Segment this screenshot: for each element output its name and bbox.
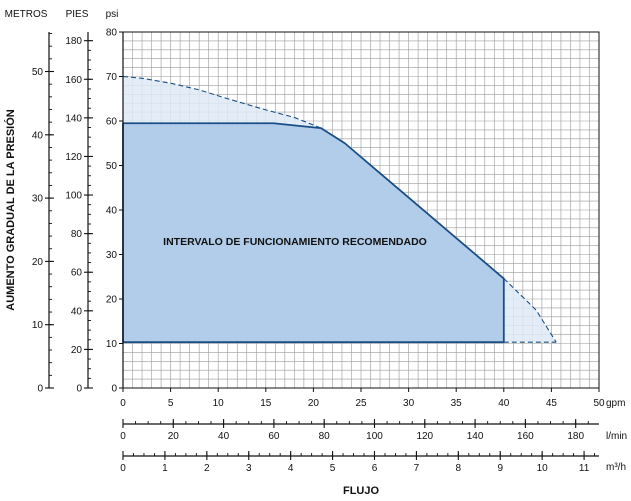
lmin-tick-label: 0	[120, 431, 126, 442]
psi-tick-label: 10	[106, 339, 118, 350]
gpm-tick-label: 0	[120, 398, 126, 409]
m3h-tick-label: 9	[497, 463, 503, 474]
axes: 0102030405060708002040608010012014016018…	[32, 28, 605, 475]
gpm-tick-label: 15	[260, 398, 272, 409]
gpm-unit-label: gpm	[606, 398, 625, 409]
m3h-tick-label: 5	[330, 463, 336, 474]
pies-tick-label: 40	[71, 306, 83, 317]
gpm-tick-label: 35	[451, 398, 463, 409]
recommended-region-area	[122, 122, 505, 344]
psi-tick-label: 20	[106, 295, 118, 306]
gpm-tick-label: 25	[355, 398, 367, 409]
metros-tick-label: 50	[32, 67, 44, 78]
m3h-tick-label: 2	[204, 463, 210, 474]
m3h-tick-label: 3	[246, 463, 252, 474]
lmin-unit-label: l/min	[606, 431, 627, 442]
psi-axis-header: psi	[106, 9, 119, 20]
metros-tick-label: 20	[32, 257, 44, 268]
psi-tick-label: 30	[106, 250, 118, 261]
pies-tick-label: 180	[65, 36, 82, 47]
lmin-tick-label: 100	[366, 431, 383, 442]
lmin-tick-label: 140	[467, 431, 484, 442]
lmin-tick-label: 40	[218, 431, 230, 442]
pies-tick-label: 140	[65, 113, 82, 124]
m3h-tick-label: 10	[537, 463, 549, 474]
metros-tick-label: 0	[37, 384, 43, 395]
m3h-tick-label: 0	[120, 463, 126, 474]
lmin-tick-label: 80	[319, 431, 331, 442]
gpm-tick-label: 30	[403, 398, 415, 409]
m3h-tick-label: 11	[579, 463, 590, 474]
metros-axis-header: METROS	[5, 9, 48, 20]
gpm-tick-label: 40	[498, 398, 510, 409]
psi-tick-label: 60	[106, 117, 118, 128]
m3h-tick-label: 8	[456, 463, 462, 474]
gpm-tick-label: 5	[168, 398, 174, 409]
plot-lines	[122, 75, 557, 343]
psi-tick-label: 0	[111, 384, 117, 395]
m3h-tick-label: 7	[414, 463, 420, 474]
metros-tick-label: 40	[32, 130, 44, 141]
pies-tick-label: 80	[71, 229, 83, 240]
psi-tick-label: 70	[106, 72, 118, 83]
pies-tick-label: 160	[65, 75, 82, 86]
psi-tick-label: 40	[106, 206, 118, 217]
gpm-tick-label: 10	[213, 398, 225, 409]
psi-tick-label: 50	[106, 161, 118, 172]
metros-tick-label: 10	[32, 320, 44, 331]
recommended-region-label: INTERVALO DE FUNCIONAMIENTO RECOMENDADO	[163, 236, 427, 248]
m3h-tick-label: 1	[162, 463, 168, 474]
max-envelope-line-left	[122, 75, 322, 129]
lmin-tick-label: 60	[268, 431, 280, 442]
m3h-tick-label: 6	[372, 463, 378, 474]
pies-tick-label: 20	[71, 345, 83, 356]
pies-axis-header: PIES	[66, 9, 89, 20]
lmin-tick-label: 180	[567, 431, 584, 442]
pies-tick-label: 100	[65, 191, 82, 202]
m3h-unit-label: m³/h	[606, 462, 626, 473]
m3h-tick-label: 4	[288, 463, 294, 474]
gpm-tick-label: 50	[593, 398, 605, 409]
gpm-tick-label: 45	[546, 398, 558, 409]
pies-tick-label: 0	[76, 384, 82, 395]
x-axis-title: FLUJO	[343, 485, 380, 497]
lmin-tick-label: 160	[517, 431, 534, 442]
metros-tick-label: 30	[32, 194, 44, 205]
pies-tick-label: 120	[65, 152, 82, 163]
psi-tick-label: 80	[106, 28, 118, 39]
lmin-tick-label: 20	[168, 431, 180, 442]
gpm-tick-label: 20	[308, 398, 320, 409]
y-axis-title: AUMENTO GRADUAL DE LA PRESIÓN	[4, 109, 17, 311]
lmin-tick-label: 120	[416, 431, 433, 442]
pies-tick-label: 60	[71, 268, 83, 279]
plot-areas	[122, 76, 557, 344]
